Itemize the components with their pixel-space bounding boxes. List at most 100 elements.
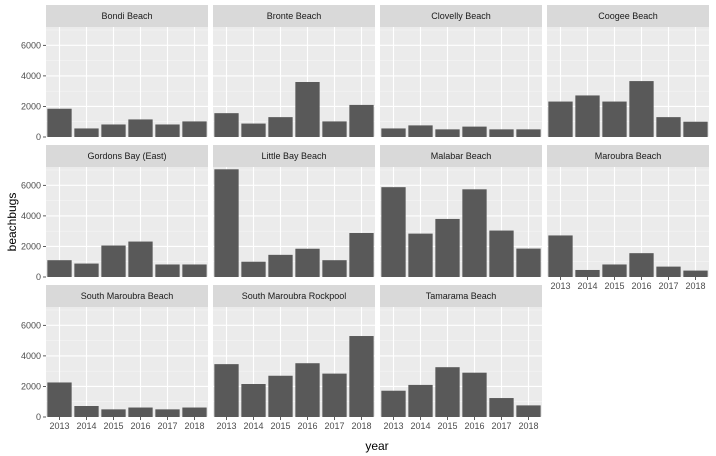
bar-tamarama-beach-2018 (516, 405, 541, 417)
y-tick-label: 6000 (21, 40, 41, 50)
strip-clovelly-beach (380, 5, 542, 27)
strip-bondi-beach (46, 5, 208, 27)
bar-south-maroubra-rockpool-2016 (295, 363, 320, 417)
bar-gordons-bay-east-2016 (128, 241, 153, 277)
strip-label-malabar-beach: Malabar Beach (431, 151, 492, 161)
bar-gordons-bay-east-2014 (74, 263, 99, 277)
x-tick-label: 2016 (464, 421, 484, 431)
strip-maroubra-beach (547, 145, 709, 167)
panel-south-maroubra-rockpool: South Maroubra Rockpool 2013 2014 2015 2016 2… (213, 285, 375, 431)
bar-south-maroubra-rockpool-2015 (268, 375, 293, 417)
x-tick-label: 2013 (550, 281, 570, 291)
x-tick-label: 2015 (270, 421, 290, 431)
bar-coogee-beach-2018 (683, 121, 708, 137)
x-tick-label: 2015 (604, 281, 624, 291)
y-tick-label: 2000 (21, 241, 41, 251)
bar-clovelly-beach-2014 (408, 125, 433, 137)
x-tick-label: 2016 (297, 421, 317, 431)
x-tick-label: 2016 (130, 421, 150, 431)
strip-little-bay-beach (213, 145, 375, 167)
strip-tamarama-beach (380, 285, 542, 307)
y-tick-label: 4000 (21, 211, 41, 221)
y-tick-label: 0 (36, 412, 41, 422)
bar-maroubra-beach-2016 (629, 253, 654, 277)
bar-malabar-beach-2018 (516, 248, 541, 277)
bar-bondi-beach-2016 (128, 119, 153, 137)
x-tick-label: 2014 (76, 421, 96, 431)
bar-south-maroubra-rockpool-2013 (214, 364, 239, 417)
bar-bronte-beach-2014 (241, 123, 266, 137)
bar-maroubra-beach-2017 (656, 266, 681, 277)
bar-clovelly-beach-2015 (435, 129, 460, 137)
x-tick-label: 2017 (157, 421, 177, 431)
bar-tamarama-beach-2015 (435, 367, 460, 417)
bar-bondi-beach-2013 (47, 108, 72, 137)
bar-bronte-beach-2018 (349, 104, 374, 137)
bar-little-bay-beach-2014 (241, 261, 266, 277)
bar-south-maroubra-beach-2014 (74, 406, 99, 417)
bar-south-maroubra-beach-2013 (47, 382, 72, 417)
bar-tamarama-beach-2017 (489, 398, 514, 417)
bar-clovelly-beach-2013 (381, 128, 406, 137)
bar-south-maroubra-beach-2015 (101, 409, 126, 417)
panel-bronte-beach: Bronte Beach (213, 5, 375, 138)
strip-malabar-beach (380, 145, 542, 167)
y-tick-label: 4000 (21, 351, 41, 361)
bar-bronte-beach-2013 (214, 113, 239, 137)
x-tick-label: 2014 (410, 421, 430, 431)
strip-south-maroubra-beach (46, 285, 208, 307)
strip-label-tamarama-beach: Tamarama Beach (426, 291, 497, 301)
panel-south-maroubra-beach: South Maroubra Beach 0 2000 4000 6000 2013 201… (21, 285, 208, 431)
bar-malabar-beach-2013 (381, 187, 406, 277)
x-tick-label: 2013 (216, 421, 236, 431)
bar-malabar-beach-2016 (462, 189, 487, 277)
bar-little-bay-beach-2015 (268, 254, 293, 277)
y-tick-label: 6000 (21, 180, 41, 190)
bar-little-bay-beach-2013 (214, 169, 239, 277)
panel-gordons-bay-east: Gordons Bay (East) 0 2000 4000 6000 (21, 145, 208, 282)
panel-coogee-beach: Coogee Beach (547, 5, 709, 138)
bar-clovelly-beach-2016 (462, 126, 487, 137)
x-tick-label: 2014 (577, 281, 597, 291)
x-tick-label: 2016 (631, 281, 651, 291)
x-tick-label: 2018 (351, 421, 371, 431)
bar-gordons-bay-east-2013 (47, 260, 72, 277)
bar-south-maroubra-rockpool-2018 (349, 336, 374, 417)
bar-gordons-bay-east-2018 (182, 264, 207, 277)
x-tick-label: 2017 (324, 421, 344, 431)
strip-label-coogee-beach: Coogee Beach (598, 11, 658, 21)
panel-tamarama-beach: Tamarama Beach 2013 2014 2015 2016 2017 2018 (380, 285, 542, 431)
bar-malabar-beach-2015 (435, 218, 460, 277)
strip-label-clovelly-beach: Clovelly Beach (431, 11, 491, 21)
strip-south-maroubra-rockpool (213, 285, 375, 307)
bar-coogee-beach-2015 (602, 101, 627, 137)
x-tick-label: 2013 (49, 421, 69, 431)
bar-gordons-bay-east-2017 (155, 264, 180, 277)
x-tick-label: 2017 (658, 281, 678, 291)
y-tick-label: 0 (36, 272, 41, 282)
x-tick-label: 2015 (437, 421, 457, 431)
strip-label-maroubra-beach: Maroubra Beach (595, 151, 662, 161)
bar-south-maroubra-beach-2017 (155, 409, 180, 417)
bar-maroubra-beach-2018 (683, 270, 708, 277)
bar-coogee-beach-2013 (548, 101, 573, 137)
bar-bronte-beach-2017 (322, 121, 347, 137)
x-tick-label: 2017 (491, 421, 511, 431)
bar-little-bay-beach-2016 (295, 248, 320, 277)
y-tick-label: 2000 (21, 381, 41, 391)
bar-south-maroubra-rockpool-2017 (322, 373, 347, 417)
strip-label-little-bay-beach: Little Bay Beach (261, 151, 326, 161)
bar-malabar-beach-2017 (489, 230, 514, 277)
y-tick-label: 2000 (21, 101, 41, 111)
panel-bondi-beach: Bondi Beach 0 2000 4000 6000 (21, 5, 208, 142)
bar-coogee-beach-2017 (656, 117, 681, 137)
bar-south-maroubra-rockpool-2014 (241, 384, 266, 417)
strip-label-gordons-bay-east: Gordons Bay (East) (87, 151, 166, 161)
strip-label-south-maroubra-rockpool: South Maroubra Rockpool (242, 291, 347, 301)
x-tick-label: 2018 (184, 421, 204, 431)
bar-little-bay-beach-2018 (349, 233, 374, 277)
panel-clovelly-beach: Clovelly Beach (380, 5, 542, 138)
bar-clovelly-beach-2017 (489, 129, 514, 137)
x-tick-label: 2018 (685, 281, 705, 291)
